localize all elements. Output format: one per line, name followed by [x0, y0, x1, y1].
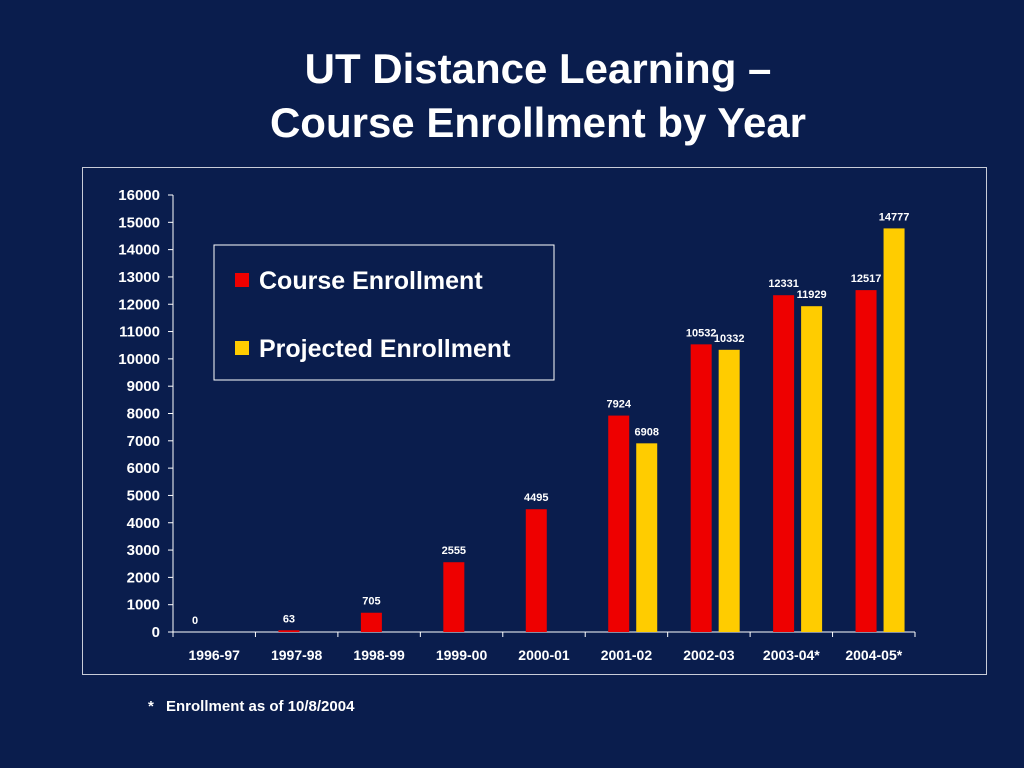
course-enrollment-bar: [690, 344, 712, 632]
y-tick-label: 16000: [118, 187, 160, 204]
y-tick-label: 12000: [118, 296, 160, 313]
legend-label-projected: Projected Enrollment: [259, 335, 511, 363]
enrollment-chart: 0 1000 2000 3000 4000 5000 6000 7000 8000 9000 100…: [118, 187, 916, 663]
projected-enrollment-bar: [718, 349, 740, 632]
y-tick-label: 7000: [127, 433, 160, 450]
data-label: 12331: [768, 278, 799, 290]
y-tick-label: 15000: [118, 214, 160, 231]
y-tick-label: 3000: [127, 542, 160, 559]
data-label: 4495: [524, 492, 548, 504]
legend-label-course: Course Enrollment: [259, 267, 483, 295]
title-line-2: Course Enrollment by Year: [269, 99, 807, 146]
data-label: 0: [192, 615, 198, 627]
y-tick-label: 1000: [127, 597, 160, 614]
data-label: 63: [283, 613, 295, 625]
course-enrollment-bar: [773, 295, 795, 632]
course-enrollment-bar: [278, 630, 300, 632]
data-label: 6908: [634, 426, 658, 438]
x-tick-label: 2003-04*: [763, 647, 820, 663]
data-label: 12517: [851, 273, 882, 285]
y-tick-label: 14000: [118, 242, 160, 259]
legend-swatch-course: [235, 273, 249, 287]
footnote-text: Enrollment as of 10/8/2004: [166, 698, 355, 715]
y-tick-label: 9000: [127, 378, 160, 395]
data-label: 2555: [442, 545, 466, 557]
data-label: 7924: [606, 399, 631, 411]
x-tick-label: 2004-05*: [845, 647, 902, 663]
course-enrollment-bar: [443, 562, 465, 632]
y-tick-label: 6000: [127, 460, 160, 477]
data-label: 14777: [879, 211, 910, 223]
projected-enrollment-bar: [801, 306, 823, 632]
x-tick-label: 2001-02: [601, 647, 653, 663]
y-tick-label: 10000: [118, 351, 160, 368]
x-tick-label: 1999-00: [436, 647, 488, 663]
x-tick-label: 1998-99: [353, 647, 405, 663]
x-tick-label: 2000-01: [518, 647, 570, 663]
chart-frame: 0 1000 2000 3000 4000 5000 6000 7000 8000 9000 100…: [82, 167, 987, 675]
y-tick-label: 0: [152, 624, 160, 641]
y-tick-label: 8000: [127, 406, 160, 423]
x-tick-label: 1996-97: [189, 647, 241, 663]
data-label: 10332: [714, 333, 745, 345]
footnote: * Enrollment as of 10/8/2004: [148, 698, 354, 715]
legend-swatch-projected: [235, 341, 249, 355]
course-enrollment-bar: [360, 612, 382, 632]
footnote-marker: *: [148, 698, 154, 715]
course-enrollment-bar: [855, 290, 877, 632]
title-line-1: UT Distance Learning –: [304, 45, 772, 92]
y-tick-label: 11000: [119, 324, 160, 341]
page-title: UT Distance Learning – Course Enrollment…: [0, 42, 1024, 150]
y-tick-label: 4000: [127, 515, 160, 532]
y-tick-label: 13000: [118, 269, 160, 286]
y-tick-label: 5000: [127, 487, 160, 504]
projected-enrollment-bar: [636, 443, 658, 632]
legend-box: [213, 244, 555, 381]
y-tick-label: 2000: [127, 569, 160, 586]
x-tick-label: 1997-98: [271, 647, 323, 663]
projected-enrollment-bar: [883, 228, 905, 632]
data-label: 11929: [797, 289, 827, 301]
data-label: 705: [362, 596, 380, 608]
course-enrollment-bar: [608, 415, 630, 632]
data-label: 10532: [686, 327, 717, 339]
x-tick-label: 2002-03: [683, 647, 735, 663]
course-enrollment-bar: [525, 509, 547, 632]
